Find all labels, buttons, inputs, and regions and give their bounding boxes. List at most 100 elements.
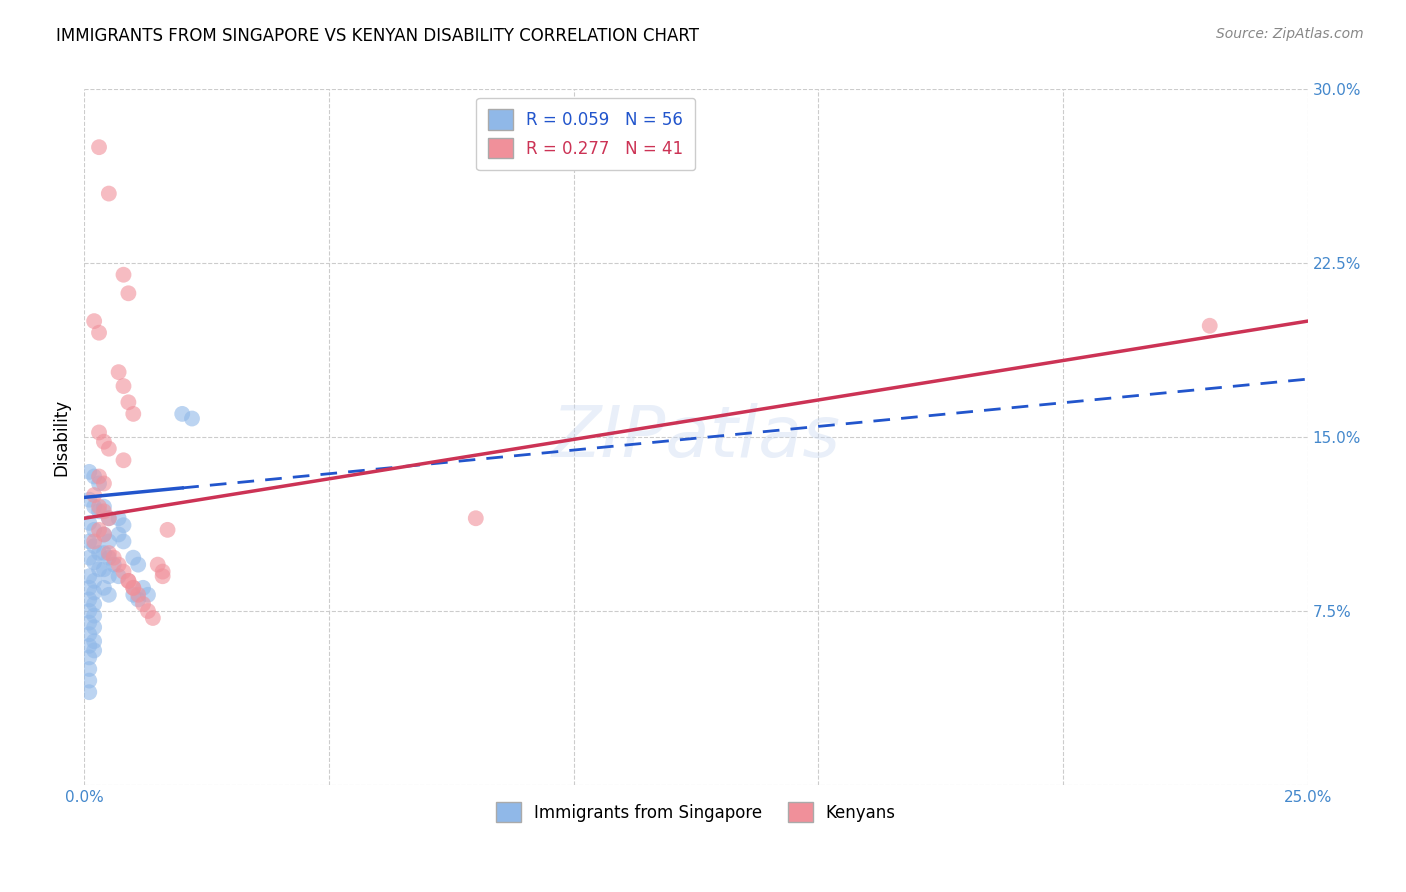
Text: ZIPatlas: ZIPatlas [551,402,841,472]
Point [77,592,100,607]
Point [112,268,135,282]
Point [97,534,120,549]
Point [112,534,135,549]
Point [83,534,105,549]
Point [77,650,100,665]
Point [112,565,135,579]
Point [87,562,110,576]
Point [93,434,115,449]
Point [93,527,115,541]
Point [117,574,139,588]
Legend: Immigrants from Singapore, Kenyans: Immigrants from Singapore, Kenyans [486,792,905,832]
Point [77,673,100,688]
Point [122,550,145,565]
Point [77,662,100,676]
Point [127,558,149,572]
Point [77,581,100,595]
Point [107,558,129,572]
Point [132,597,155,611]
Point [83,555,105,569]
Point [93,476,115,491]
Point [97,511,120,525]
Point [152,569,174,583]
Point [93,581,115,595]
Point [107,569,129,583]
Point [97,550,120,565]
Point [117,286,139,301]
Point [117,395,139,409]
Point [77,534,100,549]
Point [83,643,105,657]
Point [1198,318,1220,333]
Point [117,574,139,588]
Point [93,546,115,560]
Point [77,627,100,641]
Text: IMMIGRANTS FROM SINGAPORE VS KENYAN DISABILITY CORRELATION CHART: IMMIGRANTS FROM SINGAPORE VS KENYAN DISA… [56,27,699,45]
Point [83,608,105,623]
Point [93,562,115,576]
Point [77,550,100,565]
Point [97,511,120,525]
Point [87,140,110,154]
Point [77,685,100,699]
Point [97,442,120,456]
Point [146,558,169,572]
Text: Source: ZipAtlas.com: Source: ZipAtlas.com [1216,27,1364,41]
Point [87,523,110,537]
Point [181,411,204,425]
Point [97,546,120,560]
Point [77,516,100,530]
Point [83,539,105,553]
Point [464,511,486,525]
Point [132,581,155,595]
Point [83,523,105,537]
Point [83,469,105,483]
Point [152,565,174,579]
Point [122,581,145,595]
Point [87,326,110,340]
Point [103,550,125,565]
Point [83,585,105,599]
Point [142,611,165,625]
Point [77,569,100,583]
Point [122,588,145,602]
Point [87,425,110,440]
Point [93,504,115,518]
Point [83,488,105,502]
Point [112,379,135,393]
Point [107,365,129,379]
Point [77,604,100,618]
Point [77,639,100,653]
Point [97,588,120,602]
Point [107,511,129,525]
Point [136,588,159,602]
Point [83,314,105,328]
Point [87,469,110,483]
Point [112,453,135,467]
Point [77,492,100,507]
Point [83,634,105,648]
Point [97,569,120,583]
Point [103,558,125,572]
Point [122,407,145,421]
Y-axis label: Disability: Disability [52,399,70,475]
Point [77,465,100,479]
Point [107,527,129,541]
Point [87,546,110,560]
Point [122,581,145,595]
Point [127,592,149,607]
Point [172,407,194,421]
Point [83,500,105,514]
Point [156,523,179,537]
Point [112,518,135,533]
Point [83,574,105,588]
Point [97,186,120,201]
Point [83,620,105,634]
Point [127,588,149,602]
Point [136,604,159,618]
Point [83,597,105,611]
Point [87,504,110,518]
Point [77,615,100,630]
Point [87,476,110,491]
Point [87,500,110,514]
